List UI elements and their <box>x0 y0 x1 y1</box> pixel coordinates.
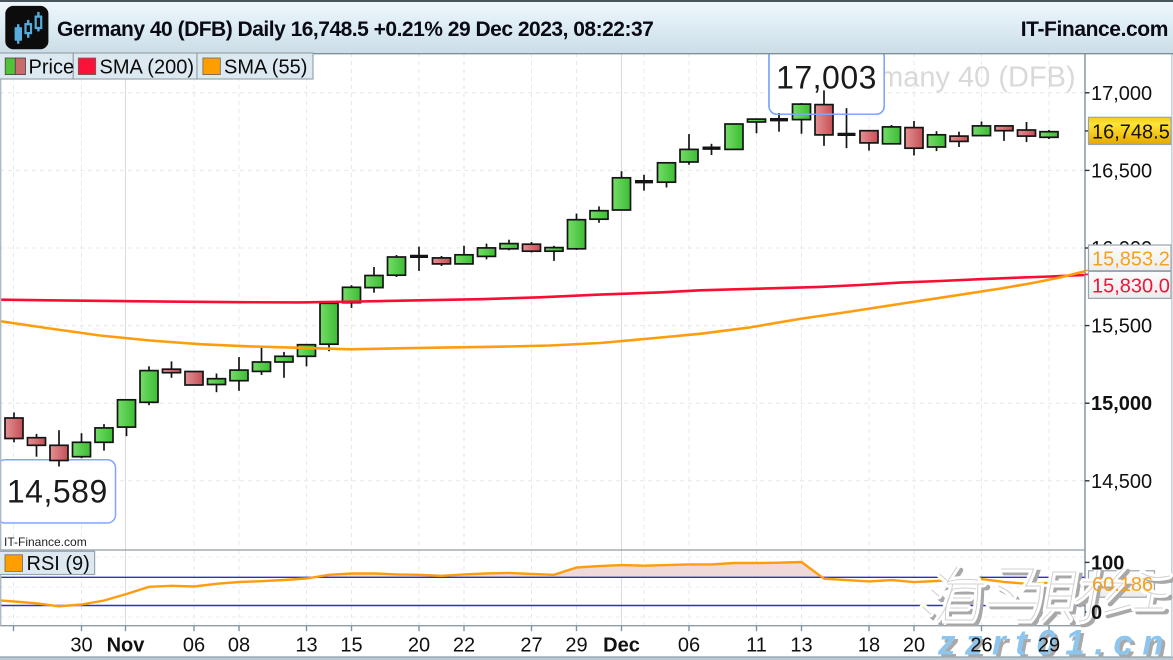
svg-text:06: 06 <box>678 635 700 657</box>
svg-text:60.186: 60.186 <box>1092 574 1153 596</box>
svg-text:Germany 40 (DFB) Daily 16,748.: Germany 40 (DFB) Daily 16,748.5 +0.21% 2… <box>57 18 653 41</box>
svg-text:SMA (200): SMA (200) <box>100 57 194 79</box>
svg-text:Nov: Nov <box>107 635 146 657</box>
svg-text:15: 15 <box>340 635 362 657</box>
svg-text:RSI (9): RSI (9) <box>27 553 90 575</box>
svg-text:IT-Finance.com: IT-Finance.com <box>1021 18 1168 41</box>
svg-text:30: 30 <box>70 635 92 657</box>
svg-text:26: 26 <box>970 635 992 657</box>
svg-text:14,589: 14,589 <box>7 474 108 510</box>
svg-text:13: 13 <box>790 635 812 657</box>
svg-text:100: 100 <box>1091 552 1124 574</box>
svg-text:15,853.2: 15,853.2 <box>1092 248 1170 270</box>
svg-text:17,003: 17,003 <box>776 60 877 96</box>
svg-text:Price: Price <box>29 57 75 79</box>
svg-text:SMA (55): SMA (55) <box>224 57 307 79</box>
svg-text:08: 08 <box>228 635 250 657</box>
svg-text:27: 27 <box>520 635 542 657</box>
svg-text:15,830.0: 15,830.0 <box>1092 275 1170 297</box>
svg-text:20: 20 <box>408 635 430 657</box>
svg-text:IT-Finance.com: IT-Finance.com <box>4 535 87 549</box>
svg-text:13: 13 <box>295 635 317 657</box>
svg-text:zzrt01.cn: zzrt01.cn <box>937 624 1173 660</box>
svg-text:29: 29 <box>1038 635 1060 657</box>
svg-text:17,000: 17,000 <box>1091 83 1152 105</box>
svg-text:16,500: 16,500 <box>1091 160 1152 182</box>
svg-text:06: 06 <box>183 635 205 657</box>
svg-text:zzrt01.cn: zzrt01.cn <box>940 627 1173 660</box>
svg-text:0: 0 <box>1091 602 1102 624</box>
svg-text:29: 29 <box>565 635 587 657</box>
svg-text:14,500: 14,500 <box>1091 471 1152 493</box>
svg-text:11: 11 <box>746 635 767 657</box>
svg-text:Dec: Dec <box>603 635 640 657</box>
svg-text:20: 20 <box>903 635 925 657</box>
svg-text:18: 18 <box>858 635 880 657</box>
svg-text:15,500: 15,500 <box>1091 316 1152 338</box>
svg-text:22: 22 <box>453 635 475 657</box>
svg-text:15,000: 15,000 <box>1091 393 1152 415</box>
svg-text:16,748.5: 16,748.5 <box>1092 121 1170 143</box>
